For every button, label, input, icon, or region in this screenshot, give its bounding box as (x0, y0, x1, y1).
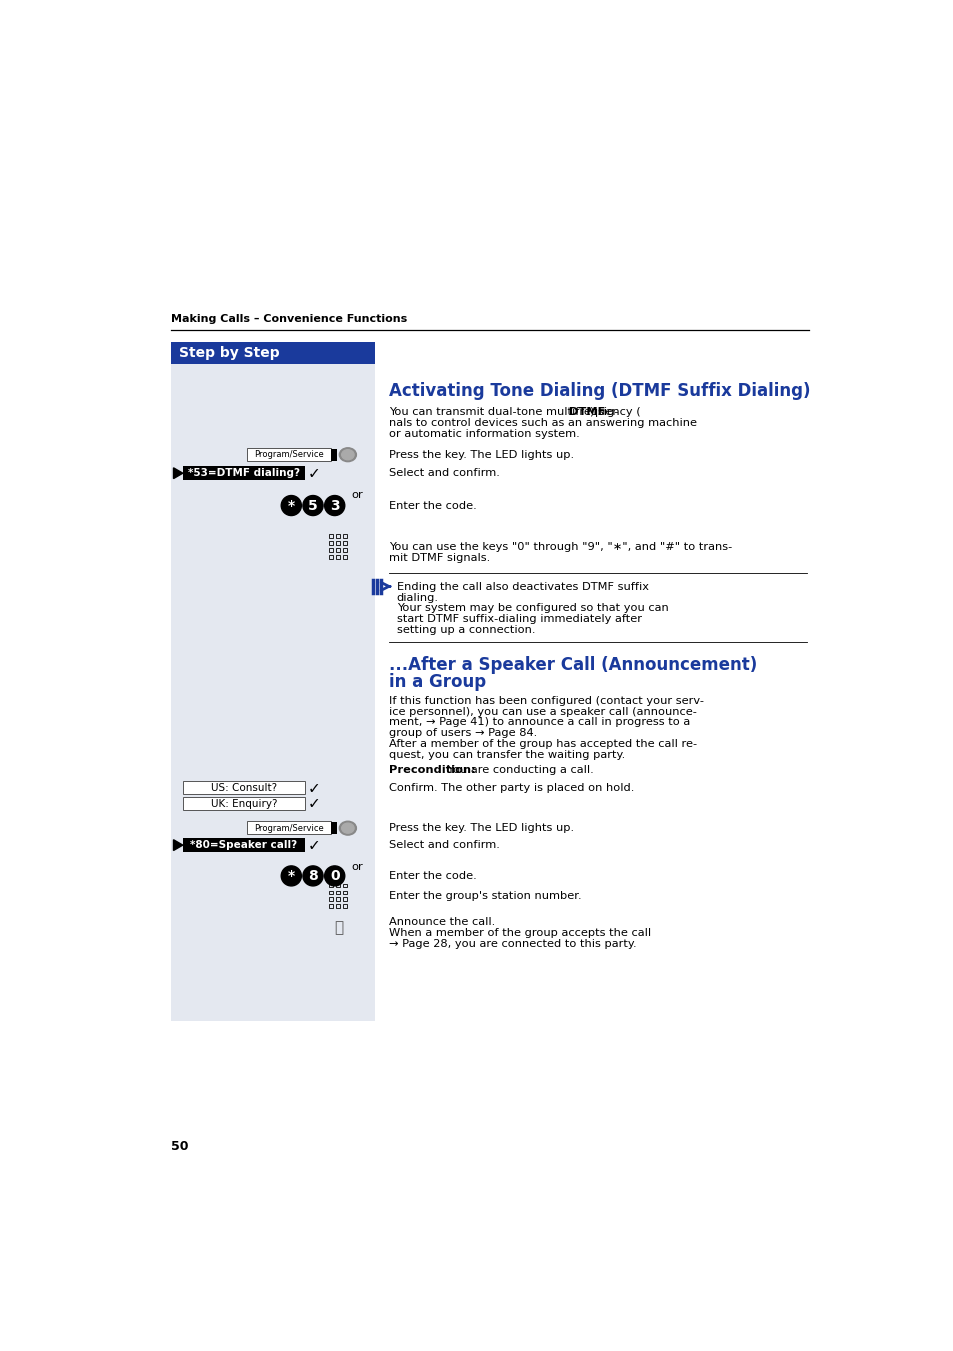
Text: 8: 8 (308, 869, 317, 884)
Text: Ending the call also deactivates DTMF suffix: Ending the call also deactivates DTMF su… (396, 582, 648, 592)
Text: *: * (288, 499, 294, 512)
Text: DTMF: DTMF (568, 407, 604, 417)
Text: ✓: ✓ (308, 796, 320, 811)
Text: 3: 3 (330, 499, 339, 512)
Text: Press the key. The LED lights up.: Press the key. The LED lights up. (389, 450, 574, 459)
Text: You can transmit dual-tone multifrequency (: You can transmit dual-tone multifrequenc… (389, 407, 640, 417)
Ellipse shape (339, 447, 356, 462)
Text: Your system may be configured so that you can: Your system may be configured so that yo… (396, 604, 668, 613)
Circle shape (303, 496, 323, 516)
Text: Enter the group's station number.: Enter the group's station number. (389, 890, 581, 901)
Text: Activating Tone Dialing (DTMF Suffix Dialing): Activating Tone Dialing (DTMF Suffix Dia… (389, 382, 810, 400)
Text: nals to control devices such as an answering machine: nals to control devices such as an answe… (389, 417, 697, 428)
Text: Precondition:: Precondition: (389, 765, 476, 775)
Text: ✓: ✓ (308, 838, 320, 852)
Text: → Page 28, you are connected to this party.: → Page 28, you are connected to this par… (389, 939, 636, 948)
Text: 0: 0 (330, 869, 339, 884)
Circle shape (303, 866, 323, 886)
FancyBboxPatch shape (247, 821, 331, 835)
Text: in a Group: in a Group (389, 673, 486, 690)
Text: quest, you can transfer the waiting party.: quest, you can transfer the waiting part… (389, 750, 624, 759)
Text: When a member of the group accepts the call: When a member of the group accepts the c… (389, 928, 650, 939)
Text: or: or (352, 490, 363, 500)
Text: *: * (288, 869, 294, 884)
Text: 50: 50 (171, 1140, 189, 1152)
Text: 5: 5 (308, 499, 317, 512)
Text: Step by Step: Step by Step (179, 346, 279, 361)
Circle shape (281, 866, 301, 886)
Text: *80=Speaker call?: *80=Speaker call? (191, 840, 297, 850)
FancyBboxPatch shape (331, 449, 336, 461)
FancyBboxPatch shape (183, 797, 305, 809)
Text: Select and confirm.: Select and confirm. (389, 469, 499, 478)
Circle shape (324, 496, 344, 516)
Text: mit DTMF signals.: mit DTMF signals. (389, 554, 490, 563)
Text: setting up a connection.: setting up a connection. (396, 626, 535, 635)
Text: group of users → Page 84.: group of users → Page 84. (389, 728, 537, 738)
Text: Announce the call.: Announce the call. (389, 917, 495, 928)
Text: start DTMF suffix-dialing immediately after: start DTMF suffix-dialing immediately af… (396, 615, 641, 624)
Text: dialing.: dialing. (396, 593, 438, 603)
Ellipse shape (341, 450, 354, 459)
Text: Select and confirm.: Select and confirm. (389, 840, 499, 850)
FancyBboxPatch shape (183, 838, 305, 852)
FancyBboxPatch shape (171, 342, 375, 1020)
Circle shape (281, 496, 301, 516)
FancyBboxPatch shape (247, 447, 331, 461)
FancyBboxPatch shape (183, 781, 305, 794)
Text: Program/Service: Program/Service (253, 450, 323, 459)
FancyBboxPatch shape (183, 466, 305, 480)
Text: Making Calls – Convenience Functions: Making Calls – Convenience Functions (171, 313, 407, 324)
Text: 📞: 📞 (334, 920, 343, 936)
Text: *53=DTMF dialing?: *53=DTMF dialing? (188, 469, 299, 478)
Text: ) sig-: ) sig- (590, 407, 618, 417)
Polygon shape (173, 467, 183, 478)
Polygon shape (173, 840, 183, 851)
Text: Press the key. The LED lights up.: Press the key. The LED lights up. (389, 823, 574, 834)
Text: or automatic information system.: or automatic information system. (389, 428, 579, 439)
Text: ice personnel), you can use a speaker call (announce-: ice personnel), you can use a speaker ca… (389, 707, 696, 716)
Text: You are conducting a call.: You are conducting a call. (443, 765, 593, 775)
Text: Confirm. The other party is placed on hold.: Confirm. The other party is placed on ho… (389, 784, 634, 793)
Text: Enter the code.: Enter the code. (389, 871, 476, 881)
Text: If this function has been configured (contact your serv-: If this function has been configured (co… (389, 696, 703, 705)
FancyBboxPatch shape (171, 342, 375, 363)
Ellipse shape (341, 823, 354, 834)
Text: You can use the keys "0" through "9", "∗", and "#" to trans-: You can use the keys "0" through "9", "∗… (389, 543, 732, 553)
Text: US: Consult?: US: Consult? (211, 784, 276, 793)
Text: ✓: ✓ (308, 466, 320, 481)
Text: Enter the code.: Enter the code. (389, 500, 476, 511)
Ellipse shape (339, 821, 356, 835)
FancyBboxPatch shape (331, 821, 336, 835)
Text: ment, → Page 41) to announce a call in progress to a: ment, → Page 41) to announce a call in p… (389, 717, 689, 727)
Text: ...After a Speaker Call (Announcement): ...After a Speaker Call (Announcement) (389, 655, 757, 674)
Text: UK: Enquiry?: UK: Enquiry? (211, 798, 277, 808)
Text: or: or (352, 862, 363, 871)
Text: After a member of the group has accepted the call re-: After a member of the group has accepted… (389, 739, 697, 748)
Text: Program/Service: Program/Service (253, 824, 323, 832)
Circle shape (324, 866, 344, 886)
Text: ✓: ✓ (308, 781, 320, 796)
